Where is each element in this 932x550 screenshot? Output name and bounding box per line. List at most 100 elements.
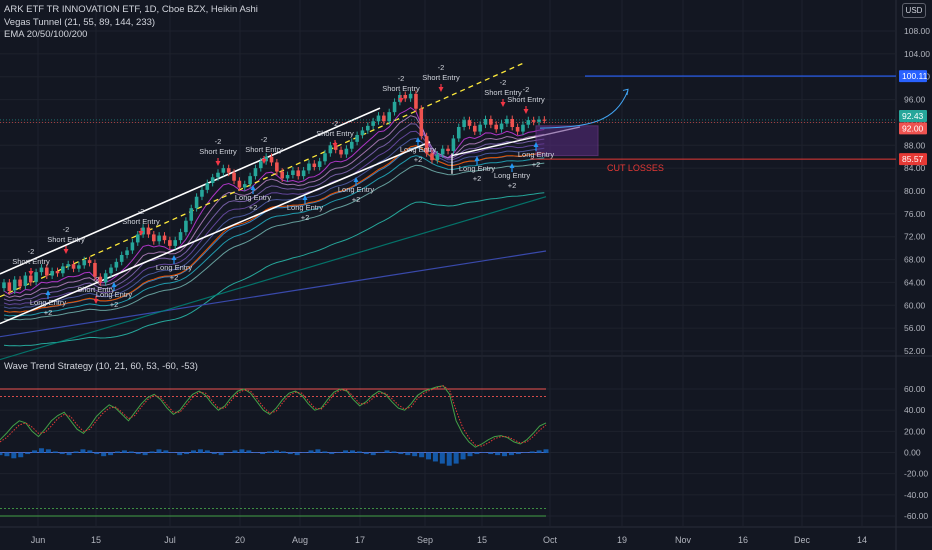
osc-histogram-bar (184, 452, 190, 455)
candle-body (7, 282, 12, 291)
candle-body (82, 260, 87, 266)
osc-histogram-bar (267, 451, 273, 453)
candle-body (489, 119, 493, 125)
x-tick-label: 16 (738, 535, 748, 545)
osc-histogram-bar (246, 450, 252, 453)
long-signal-qty: +2 (532, 160, 541, 169)
candle-body (178, 232, 183, 241)
long-signal-qty: +2 (352, 195, 361, 204)
osc-histogram-bar (66, 452, 72, 456)
y-tick-label: 72.00 (904, 232, 926, 242)
short-signal-qty: -2 (261, 135, 268, 144)
target-zone-box (535, 125, 599, 157)
candle-body (339, 149, 343, 155)
candle-body (376, 115, 381, 122)
short-signal-qty: -2 (28, 247, 35, 256)
long-entry-label: Long Entry (287, 203, 324, 212)
osc-histogram-bar (142, 452, 148, 456)
x-tick-label: 17 (355, 535, 365, 545)
candle-body (494, 124, 498, 130)
candle-body (45, 267, 49, 276)
candle-body (18, 279, 22, 287)
osc-histogram-bar (356, 451, 362, 453)
short-entry-label: Short Entry (245, 145, 283, 154)
candle-body (462, 120, 466, 127)
candle-body (28, 275, 33, 283)
price-tag (899, 153, 927, 166)
osc-histogram-bar (170, 452, 176, 453)
candle-body (205, 183, 210, 190)
candle-body (328, 145, 333, 154)
candle-layer[interactable] (2, 90, 547, 295)
osc-histogram-bar (329, 452, 335, 455)
osc-histogram-bar (135, 452, 141, 455)
osc-histogram-bar (273, 450, 279, 453)
short-entry-label: Short Entry (77, 285, 115, 294)
indicator-vegas-tunnel[interactable]: Vegas Tunnel (21, 55, 89, 144, 233) (4, 17, 156, 28)
currency-button[interactable]: USD (902, 3, 926, 18)
candle-body (408, 93, 413, 99)
indicator-ema[interactable]: EMA 20/50/100/200 (4, 29, 88, 40)
osc-histogram-bar (18, 452, 24, 458)
osc-histogram-bar (515, 452, 521, 455)
osc-histogram-bar (467, 452, 473, 457)
cut-losses-label: CUT LOSSES (607, 163, 664, 173)
short-entry-label: Short Entry (484, 88, 522, 97)
long-entry-label: Long Entry (494, 171, 531, 180)
y-tick-label: 60.00 (904, 300, 926, 310)
candle-body (414, 93, 418, 109)
candle-body (275, 162, 279, 172)
osc-histogram-bar (495, 452, 501, 456)
long-signal-qty: +2 (301, 213, 310, 222)
osc-histogram-bar (363, 452, 369, 455)
x-tick-label: Dec (794, 535, 811, 545)
long-signal-qty: +2 (508, 181, 517, 190)
short-arrow-icon (261, 159, 267, 164)
long-entry-label: Long Entry (235, 193, 272, 202)
candle-body (280, 171, 284, 179)
long-signal-qty: +2 (44, 308, 53, 317)
candle-body (499, 123, 504, 130)
price-tag-label: 92.00 (902, 123, 924, 133)
osc-tick-label: 40.00 (904, 405, 926, 415)
osc-histogram-bar (349, 450, 355, 453)
candle-body (451, 138, 456, 151)
symbol-title[interactable]: ARK ETF TR INNOVATION ETF, 1D, Cboe BZX,… (4, 4, 258, 15)
candle-body (210, 177, 215, 183)
target-blank (600, 68, 632, 74)
osc-histogram-bar (38, 448, 44, 453)
channel-bottom-line (0, 141, 431, 325)
candle-body (130, 242, 135, 251)
candle-body (355, 135, 359, 142)
candle-body (473, 125, 477, 132)
osc-histogram-bar (460, 452, 466, 460)
indicator-wave-trend[interactable]: Wave Trend Strategy (10, 21, 60, 53, -60… (4, 361, 198, 372)
candle-body (419, 108, 424, 137)
short-signal-qty: -2 (63, 225, 70, 234)
osc-histogram-bar (149, 451, 155, 453)
wave-trend-line-1 (0, 385, 547, 448)
long-arrow-icon (250, 185, 256, 190)
osc-histogram-bar (101, 452, 107, 457)
candle-body (125, 250, 129, 255)
price-tag-label: 100.11 (902, 71, 928, 81)
osc-histogram-bar (128, 451, 134, 453)
candle-body (301, 170, 306, 177)
candle-body (531, 120, 536, 122)
osc-histogram-bar (474, 452, 480, 455)
candle-body (478, 124, 482, 132)
vegas-tunnel-line (3, 106, 545, 295)
candle-body (66, 264, 70, 267)
candle-body (371, 121, 375, 126)
candle-body (61, 266, 65, 274)
short-signal-qty: -2 (398, 74, 405, 83)
candle-body (366, 125, 370, 131)
osc-histogram-bar (253, 452, 259, 453)
osc-tick-label: 60.00 (904, 384, 926, 394)
y-tick-label: 88.00 (904, 140, 926, 150)
candle-body (360, 130, 365, 135)
osc-histogram-bar (52, 451, 58, 453)
x-tick-label: Oct (543, 535, 558, 545)
short-arrow-icon (215, 161, 221, 166)
